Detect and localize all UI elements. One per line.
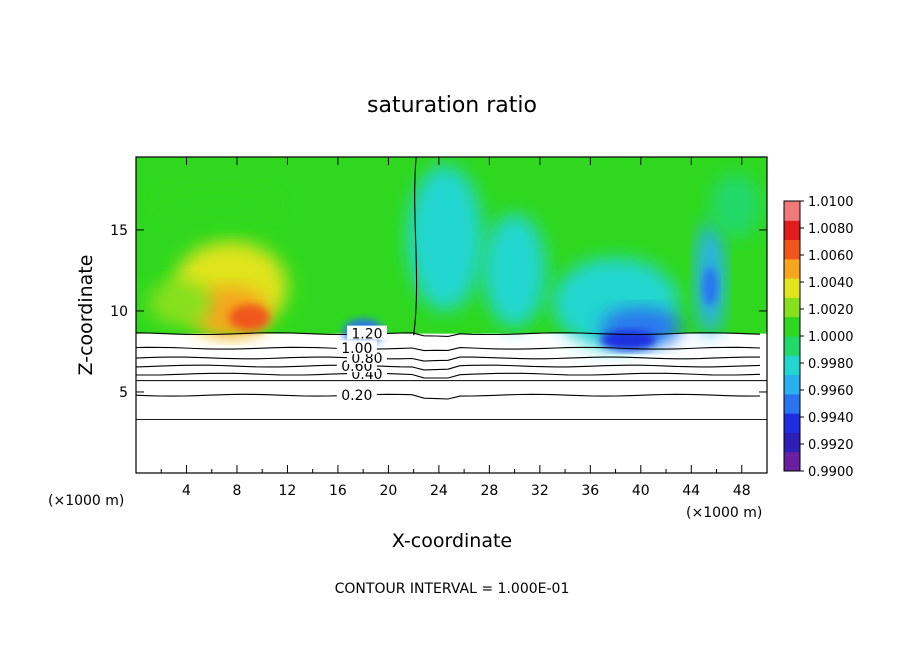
colorbar-label: 1.0000 bbox=[808, 330, 854, 345]
contour-line bbox=[136, 372, 761, 379]
colorbar-label: 0.9920 bbox=[808, 438, 854, 453]
field-anomaly bbox=[483, 213, 547, 328]
colorbar-label: 0.9980 bbox=[808, 357, 854, 372]
colorbar-segment bbox=[784, 336, 800, 356]
colorbar-segment bbox=[784, 451, 800, 472]
field-anomaly bbox=[702, 267, 718, 307]
colorbar-segment bbox=[784, 316, 800, 337]
field-anomaly bbox=[407, 165, 484, 311]
y-tick-label: 5 bbox=[119, 385, 128, 401]
colorbar-label: 0.9960 bbox=[808, 384, 854, 399]
colorbar-label: 1.0080 bbox=[808, 222, 854, 237]
colorbar-segment bbox=[784, 201, 800, 221]
colorbar-segment bbox=[784, 393, 800, 414]
colorbar-label: 1.0060 bbox=[808, 249, 854, 264]
y-tick-label: 15 bbox=[110, 223, 128, 239]
contour-line bbox=[136, 393, 761, 400]
contour-line bbox=[136, 346, 761, 352]
contour-line bbox=[136, 356, 760, 362]
colorbar-label: 1.0040 bbox=[808, 276, 854, 291]
field-anomaly bbox=[710, 173, 761, 239]
x-tick-label: 24 bbox=[430, 483, 448, 499]
x-tick-label: 44 bbox=[682, 483, 700, 499]
colorbar-segment bbox=[784, 432, 800, 453]
x-tick-label: 4 bbox=[182, 483, 191, 499]
colorbar-label: 0.9940 bbox=[808, 411, 854, 426]
y-axis-label: Z-coordinate bbox=[75, 255, 97, 376]
x-tick-label: 48 bbox=[733, 483, 751, 499]
chart-title: saturation ratio bbox=[367, 93, 537, 118]
contour-label-bg bbox=[336, 387, 377, 402]
field-anomaly bbox=[148, 280, 212, 326]
colorbar: 1.0100 1.0080 1.0060 1.0040 1.0020 1.0000 0.99… bbox=[783, 195, 854, 480]
contour-line bbox=[413, 157, 418, 336]
x-unit-label-right: (×1000 m) bbox=[686, 505, 762, 521]
field-anomaly bbox=[154, 186, 282, 226]
x-axis-label: X-coordinate bbox=[392, 530, 512, 552]
plot-area: 0.200.400.600.801.001.20 bbox=[136, 157, 767, 473]
x-tick-label: 12 bbox=[279, 483, 297, 499]
colorbar-label: 0.9900 bbox=[808, 465, 854, 480]
colorbar-segment bbox=[784, 413, 800, 433]
contour-line bbox=[136, 364, 761, 371]
x-tick-label: 8 bbox=[232, 483, 241, 499]
colorbar-segment bbox=[784, 220, 800, 241]
contour-line bbox=[136, 332, 761, 337]
colorbar-segment bbox=[784, 374, 800, 395]
x-tick-label: 20 bbox=[379, 483, 397, 499]
field-anomaly bbox=[229, 304, 270, 331]
colorbar-label: 1.0100 bbox=[808, 195, 854, 210]
colorbar-segment bbox=[784, 239, 800, 260]
x-tick-label: 40 bbox=[632, 483, 650, 499]
contour-label: 1.20 bbox=[351, 327, 382, 343]
field-anomaly bbox=[600, 330, 656, 350]
colorbar-segment bbox=[784, 297, 800, 318]
x-unit-label-left: (×1000 m) bbox=[48, 493, 124, 509]
colorbar-segment bbox=[784, 258, 800, 279]
x-tick-label: 16 bbox=[329, 483, 347, 499]
colorbar-segment bbox=[784, 278, 800, 298]
contour-label: 0.20 bbox=[341, 388, 372, 404]
contour-label-bg bbox=[336, 340, 377, 355]
x-tick-label: 32 bbox=[531, 483, 549, 499]
colorbar-segment bbox=[784, 355, 800, 376]
contour-interval-note: CONTOUR INTERVAL = 1.000E-01 bbox=[335, 581, 570, 597]
x-tick-label: 28 bbox=[480, 483, 498, 499]
y-tick-label: 10 bbox=[110, 304, 128, 320]
contour-label: 0.80 bbox=[351, 351, 382, 367]
plot-frame bbox=[135, 156, 768, 474]
contour-label-bg bbox=[346, 325, 387, 340]
colorbar-label: 1.0020 bbox=[808, 303, 854, 318]
contour-label: 1.00 bbox=[341, 341, 372, 357]
x-tick-label: 36 bbox=[581, 483, 599, 499]
